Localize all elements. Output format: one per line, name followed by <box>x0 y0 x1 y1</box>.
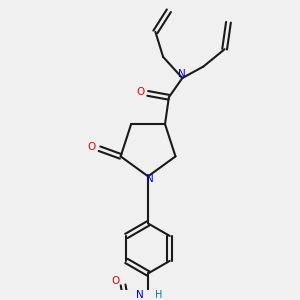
Text: O: O <box>88 142 96 152</box>
Text: N: N <box>146 174 154 184</box>
Text: O: O <box>111 276 119 286</box>
Text: N: N <box>178 69 186 79</box>
Text: H: H <box>155 290 162 300</box>
Text: O: O <box>136 87 144 98</box>
Text: N: N <box>136 290 143 300</box>
